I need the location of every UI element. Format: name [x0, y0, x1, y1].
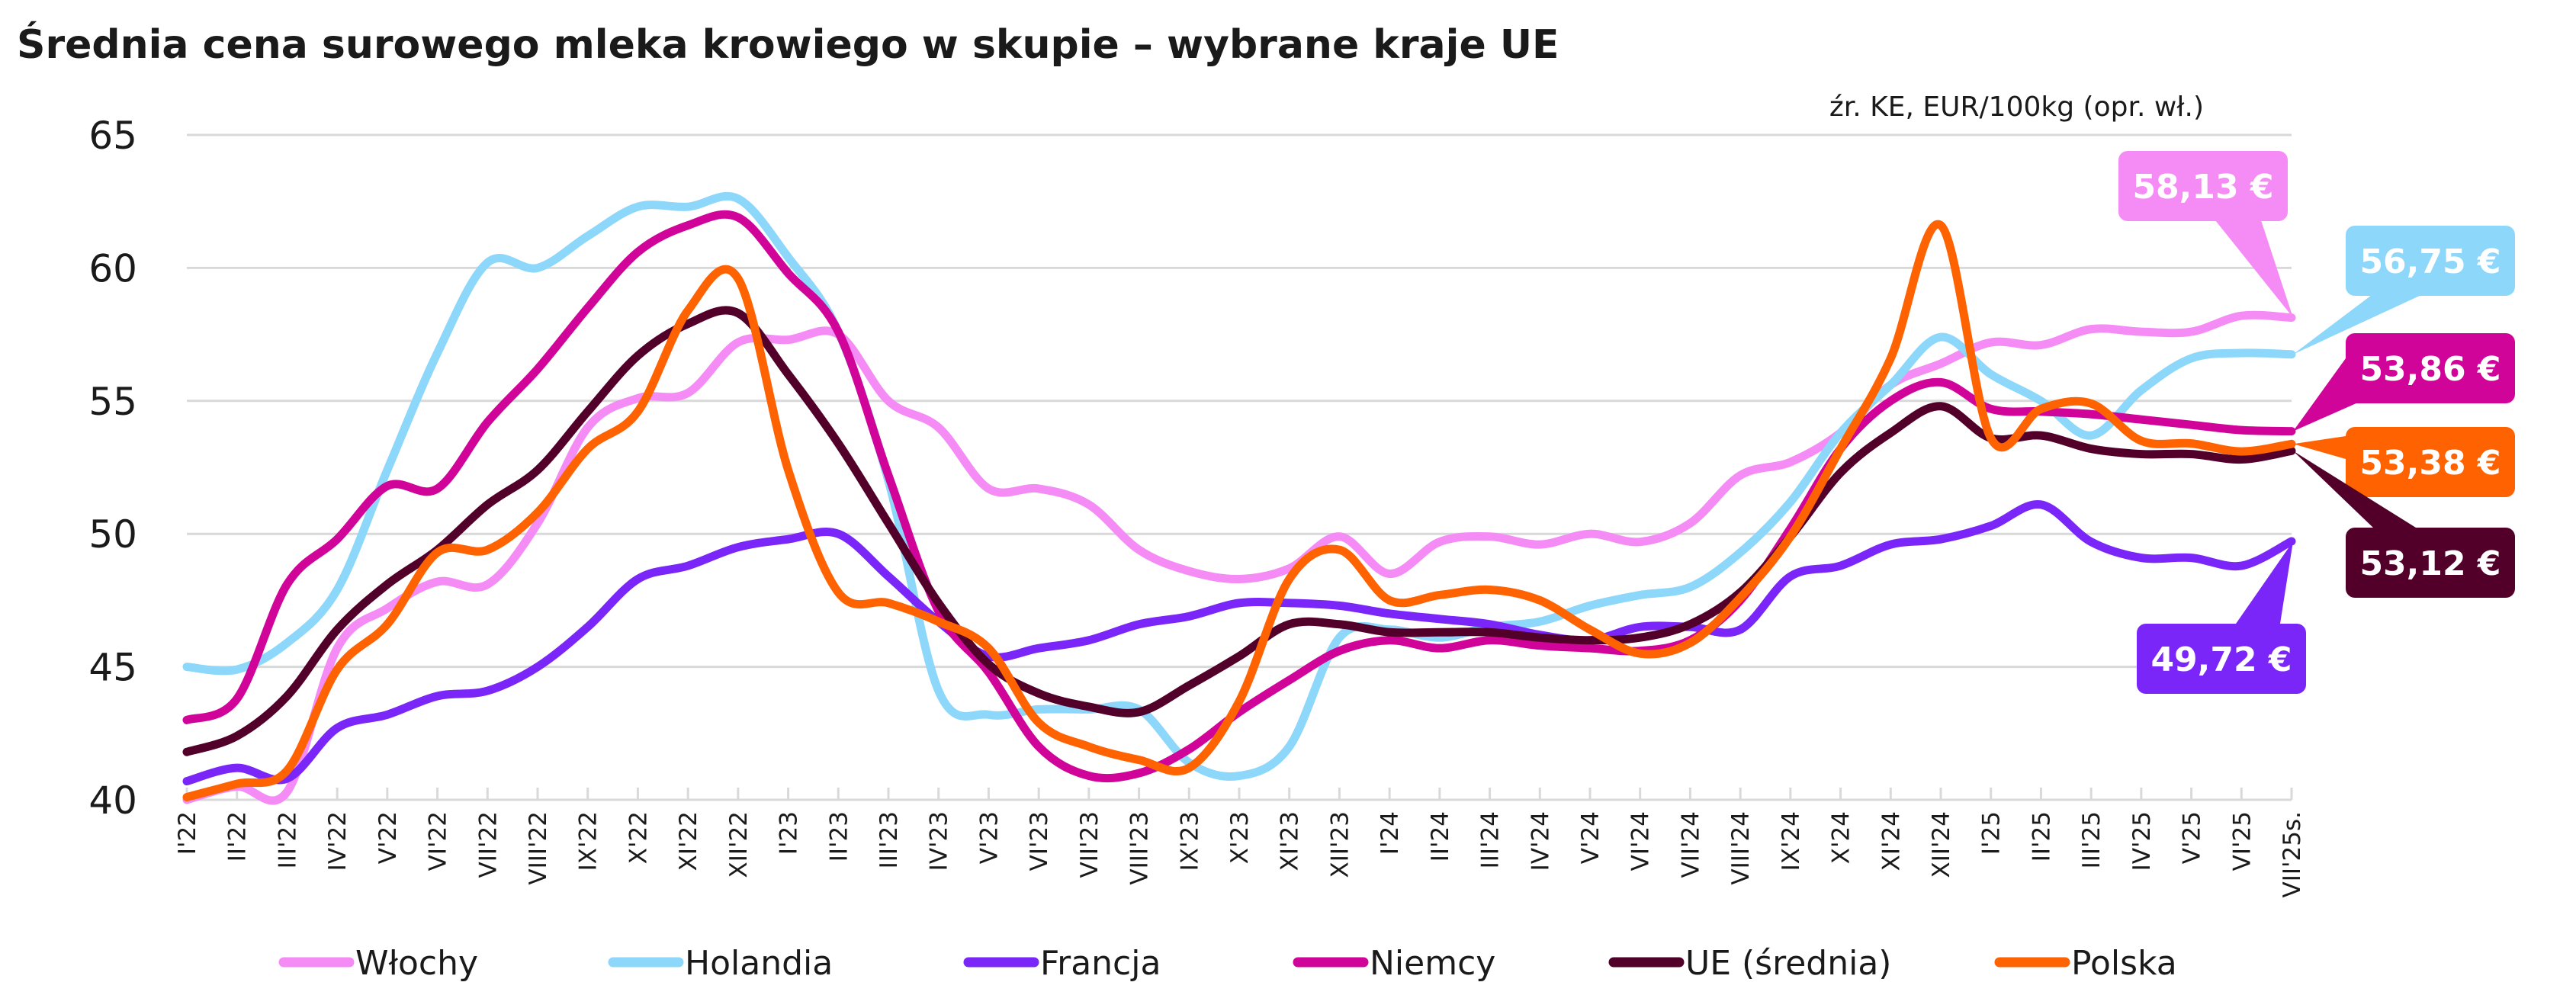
x-tick-label: II'22 [224, 811, 252, 862]
x-tick-label: VIII'23 [1126, 811, 1154, 885]
callout-pointer [2293, 436, 2346, 459]
legend-item: Holandia [608, 944, 833, 983]
x-tick-label: XI'22 [675, 811, 702, 871]
x-tick-label: V'22 [374, 811, 402, 864]
callout-pointer [2236, 541, 2293, 624]
value-callout: 53,38 € [2293, 427, 2515, 497]
y-tick-label: 55 [88, 380, 137, 424]
callout-box [2346, 226, 2515, 296]
x-tick-label: VIII'24 [1727, 811, 1755, 885]
y-tick-label: 40 [88, 778, 137, 823]
x-tick-label: XII'24 [1928, 811, 1955, 878]
legend-item: Niemcy [1293, 944, 1495, 983]
legend: Włochy Holandia Francja Niemcy UE (średnia) P… [278, 944, 2177, 983]
callout-box [2118, 151, 2288, 221]
x-axis-ticks: I'22 II'22 III'22 IV'22 V'22 VI'22 VII'22 VIII'… [174, 788, 2306, 897]
x-tick-label: XI'23 [1277, 811, 1304, 871]
series-line-polska [182, 220, 2296, 802]
legend-item: UE (średnia) [1608, 944, 1891, 983]
x-tick-label: III'25 [2078, 811, 2105, 868]
legend-label: Włochy [355, 944, 478, 983]
x-tick-label: VII'25s. [2279, 811, 2306, 897]
x-tick-label: X'23 [1226, 811, 1254, 864]
x-tick-label: X'22 [625, 811, 652, 864]
legend-label: Polska [2071, 944, 2177, 983]
x-tick-label: VII'24 [1677, 811, 1704, 878]
series-line-francja [182, 500, 2296, 786]
legend-item: Francja [963, 944, 1161, 983]
callout-pointer [2293, 451, 2416, 528]
x-tick-label: I'23 [776, 811, 803, 855]
x-tick-label: IV'22 [324, 811, 352, 871]
value-callout: 56,75 € [2293, 226, 2515, 355]
callout-box [2346, 528, 2515, 598]
legend-label: Francja [1040, 944, 1161, 983]
callout-box [2346, 333, 2515, 403]
value-callout: 49,72 € [2137, 541, 2306, 694]
callout-value: 58,13 € [2132, 168, 2273, 207]
x-tick-label: IV'25 [2128, 811, 2156, 871]
callout-value: 53,12 € [2359, 544, 2501, 583]
x-tick-label: IX'22 [575, 811, 602, 871]
y-tick-label: 45 [88, 646, 137, 690]
chart-title: Średnia cena surowego mleka krowiego w s… [17, 21, 1559, 68]
x-tick-label: II'25 [2028, 811, 2055, 862]
value-callouts: 58,13 € 56,75 € 53,86 € 53,38 € 53,12 € 49,72… [2118, 151, 2515, 694]
x-tick-label: VI'24 [1627, 811, 1655, 871]
x-tick-label: V'25 [2179, 811, 2206, 864]
x-tick-label: IV'23 [926, 811, 953, 871]
callout-box [2137, 624, 2306, 694]
y-tick-label: 65 [88, 114, 137, 158]
series-line-niemcy [182, 210, 2296, 783]
x-tick-label: XII'22 [725, 811, 753, 878]
x-tick-label: XI'24 [1877, 811, 1905, 871]
series-line-holandia [182, 191, 2296, 781]
callout-box [2346, 427, 2515, 497]
x-tick-label: I'22 [174, 811, 201, 855]
callout-value: 49,72 € [2150, 640, 2292, 679]
value-callout: 53,86 € [2293, 333, 2515, 432]
series-line-ue-średnia [182, 306, 2296, 756]
series-lines [182, 191, 2296, 805]
x-tick-label: VI'22 [425, 811, 452, 871]
x-tick-label: I'24 [1376, 811, 1404, 855]
x-tick-label: XII'23 [1326, 811, 1354, 878]
x-tick-label: III'22 [274, 811, 301, 868]
y-tick-label: 60 [88, 246, 137, 290]
legend-item: Polska [1994, 944, 2177, 983]
x-tick-label: VI'23 [1026, 811, 1053, 871]
value-callout: 58,13 € [2118, 151, 2293, 318]
callout-value: 53,86 € [2359, 350, 2501, 389]
callout-pointer [2293, 295, 2421, 355]
x-tick-label: X'24 [1828, 811, 1855, 864]
x-tick-label: V'23 [975, 811, 1003, 864]
x-tick-label: IV'24 [1527, 811, 1554, 871]
x-tick-label: IX'24 [1778, 811, 1805, 871]
x-tick-label: II'24 [1427, 811, 1454, 862]
y-tick-label: 50 [88, 512, 137, 557]
x-tick-label: I'25 [1978, 811, 2006, 855]
value-callout: 53,12 € [2293, 451, 2515, 598]
y-axis-ticks: 40 45 50 55 60 65 [88, 114, 137, 823]
x-tick-label: VII'22 [474, 811, 502, 878]
x-tick-label: II'23 [825, 811, 853, 862]
callout-value: 53,38 € [2359, 444, 2501, 483]
legend-label: Holandia [685, 944, 833, 983]
legend-label: UE (średnia) [1685, 944, 1891, 983]
chart-source: źr. KE, EUR/100kg (opr. wł.) [1829, 91, 2204, 123]
x-tick-label: VIII'22 [525, 811, 552, 885]
callout-pointer [2293, 358, 2358, 432]
legend-item: Włochy [278, 944, 478, 983]
callout-value: 56,75 € [2359, 242, 2501, 281]
x-tick-label: III'24 [1477, 811, 1505, 868]
x-tick-label: V'24 [1577, 811, 1604, 864]
x-tick-label: VI'25 [2228, 811, 2256, 871]
x-tick-label: III'23 [875, 811, 903, 868]
x-tick-label: VII'23 [1076, 811, 1103, 878]
x-tick-label: IX'23 [1176, 811, 1203, 871]
series-line-włochy [182, 310, 2296, 805]
callout-pointer [2215, 220, 2293, 318]
legend-label: Niemcy [1370, 944, 1495, 983]
